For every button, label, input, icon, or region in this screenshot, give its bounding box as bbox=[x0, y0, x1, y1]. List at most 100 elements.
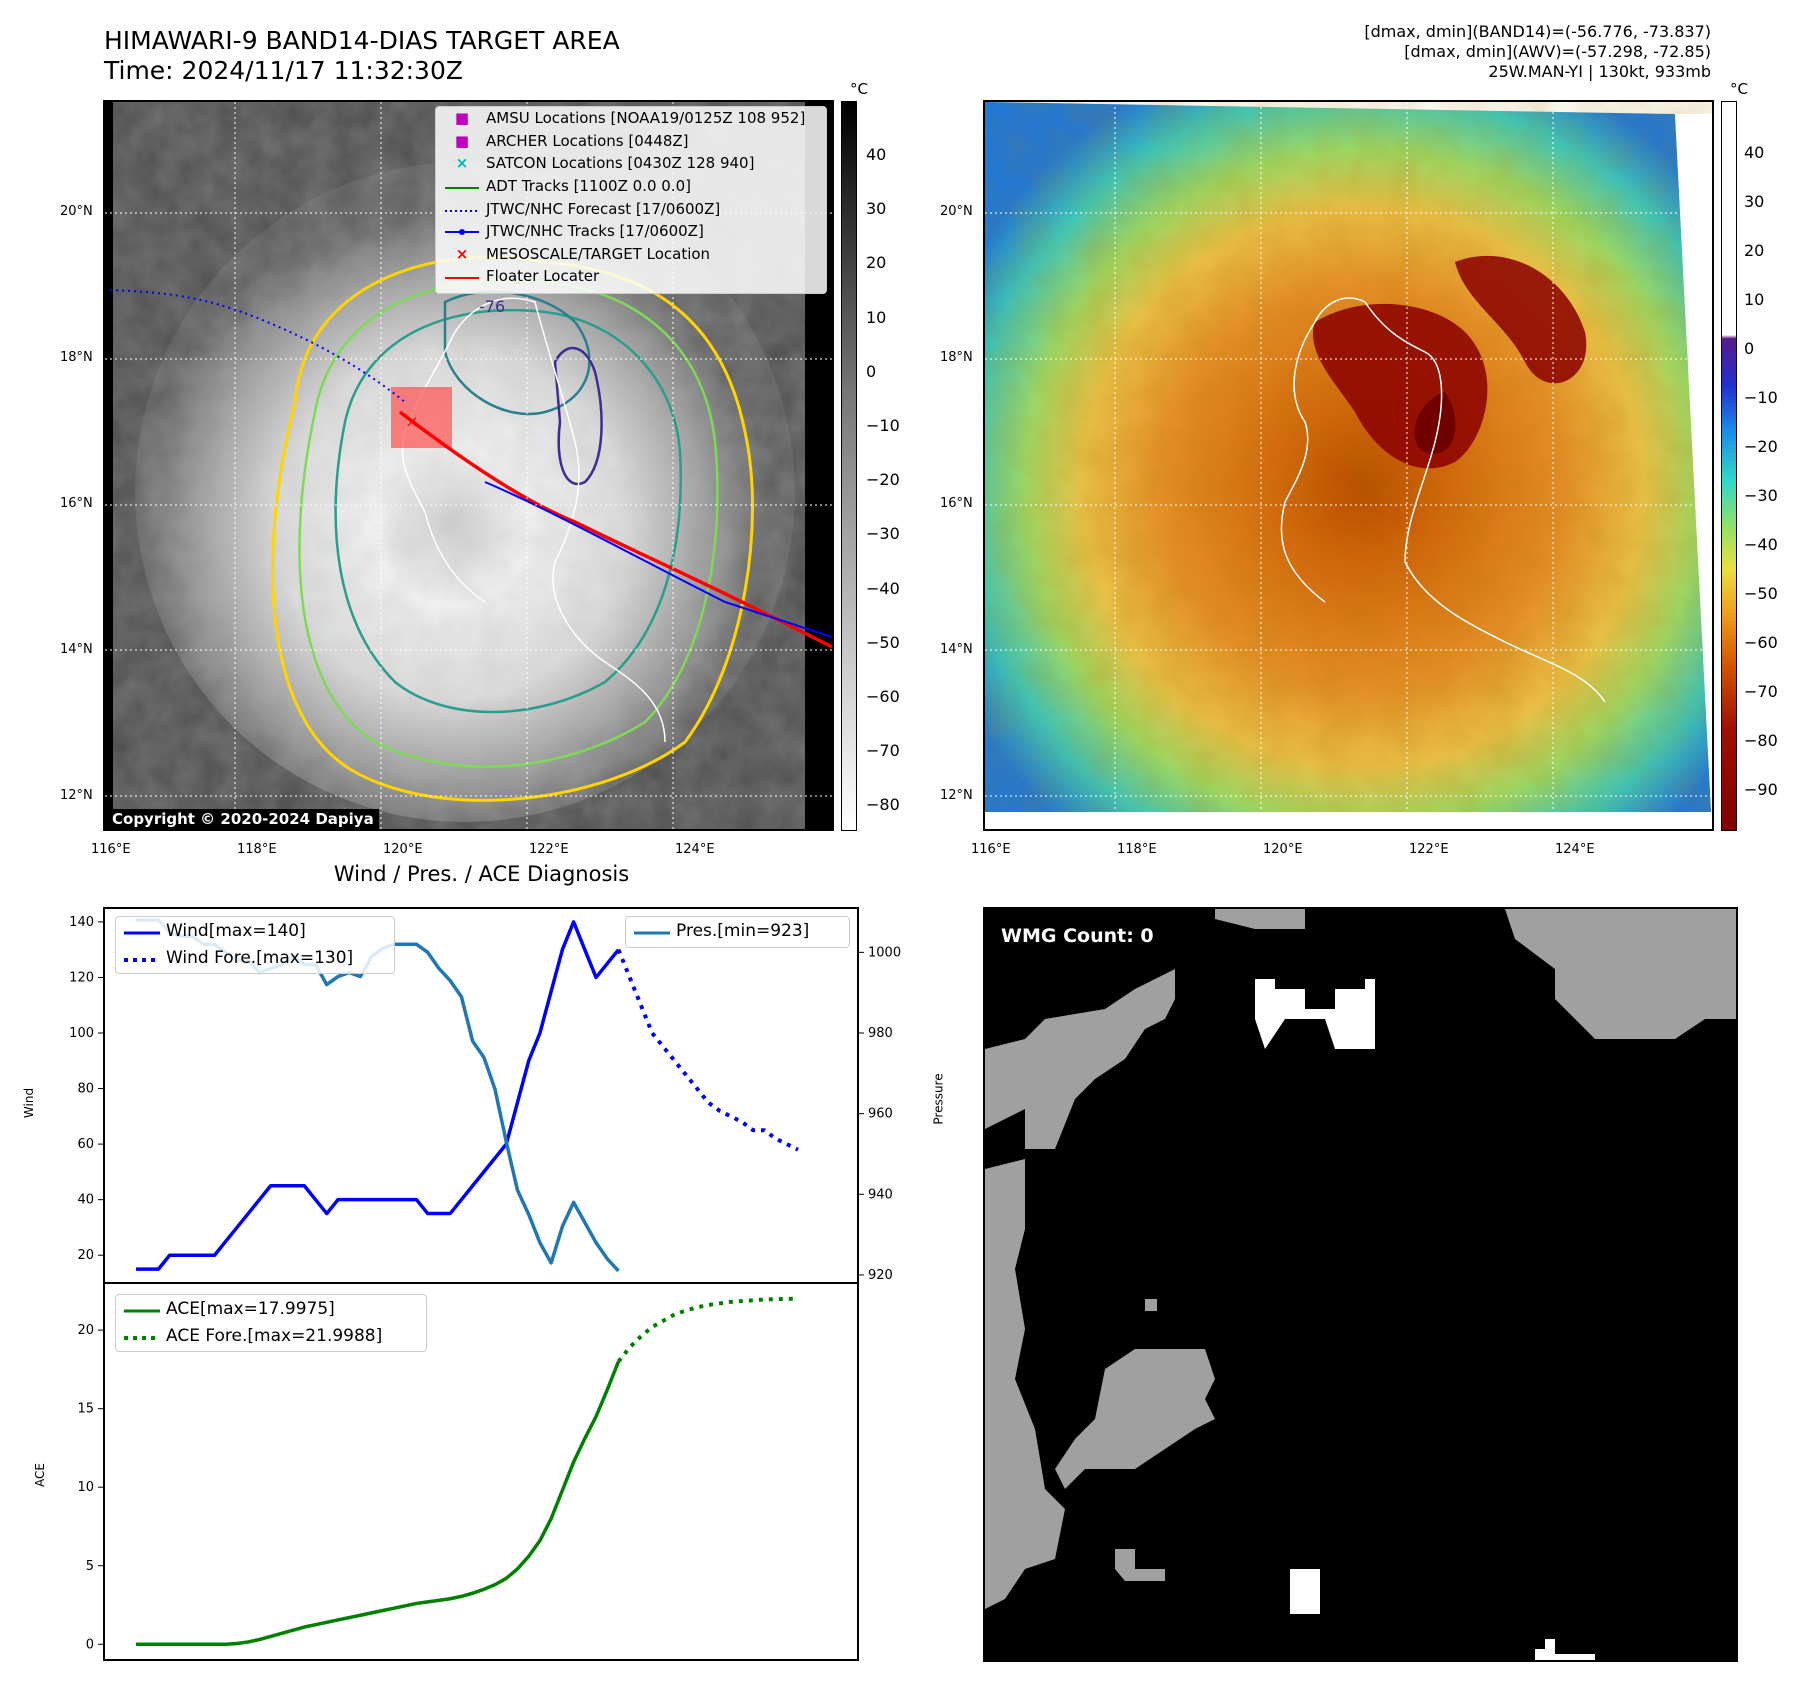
gray-colorbar bbox=[841, 101, 857, 831]
gray-ticks-tick: 40 bbox=[866, 145, 887, 164]
gray-ticks-tick: −10 bbox=[866, 416, 900, 435]
color-ticks-tick: −80 bbox=[1744, 731, 1778, 750]
legend-amsu: ■ AMSU Locations [NOAA19/0125Z 108 952] bbox=[436, 107, 826, 130]
wind-legend: Wind[max=140] Wind Fore.[max=130] bbox=[115, 916, 395, 974]
lat-label-18n-right: 18°N bbox=[940, 350, 973, 365]
pressure-axis-ticklabel: 920 bbox=[868, 1268, 893, 1283]
diagnosis-title: Wind / Pres. / ACE Diagnosis bbox=[333, 862, 630, 886]
gray-ticks-tick: −60 bbox=[866, 687, 900, 706]
gray-ticks-tick: −50 bbox=[866, 632, 900, 652]
legend-satcon-label: SATCON Locations [0430Z 128 940] bbox=[486, 154, 755, 173]
ace-axis-ticklabel: 15 bbox=[77, 1402, 94, 1417]
ace-legend: ACE[max=17.9975] ACE Fore.[max=21.9988] bbox=[115, 1294, 427, 1352]
ace-axis-ticklabel: 20 bbox=[77, 1323, 94, 1338]
legend-amsu-symbol: ■ bbox=[454, 109, 470, 128]
legend-pressure: Pres.[min=923] bbox=[626, 917, 849, 945]
color-map-image bbox=[985, 102, 1712, 829]
color-colorbar bbox=[1721, 101, 1737, 831]
legend-adt-symbol bbox=[444, 177, 480, 195]
wmg-mask-image bbox=[985, 909, 1736, 1660]
pressure-axis-ticklabel: 980 bbox=[868, 1026, 893, 1041]
ace-axis-ticklabel: 0 bbox=[86, 1637, 94, 1652]
legend-floater: Floater Locater bbox=[436, 265, 826, 288]
lat-label-16n-right: 16°N bbox=[940, 496, 973, 511]
legend-wind-symbol bbox=[124, 921, 160, 941]
pressure-axis-label: Pressure bbox=[931, 1073, 946, 1125]
pressure-axis-ticklabel: 940 bbox=[868, 1187, 893, 1202]
lat-label-20n-right: 20°N bbox=[940, 204, 973, 219]
ace-axis-label: ACE bbox=[32, 1463, 47, 1487]
map-legend: ■ AMSU Locations [NOAA19/0125Z 108 952] ■… bbox=[435, 106, 827, 294]
legend-adt: ADT Tracks [1100Z 0.0 0.0] bbox=[436, 175, 826, 198]
legend-ace: ACE[max=17.9975] bbox=[116, 1295, 426, 1322]
color-ticks-tick: −40 bbox=[1744, 535, 1778, 554]
gray-ticks-tick: −70 bbox=[866, 741, 900, 761]
legend-wind-fore-label: Wind Fore.[max=130] bbox=[166, 947, 354, 968]
legend-tracks-symbol bbox=[444, 222, 480, 240]
pressure-axis-ticklabel: 960 bbox=[868, 1107, 893, 1122]
gray-colorbar-unit: °C bbox=[850, 80, 868, 98]
color-ticks-tick: −60 bbox=[1744, 633, 1778, 652]
color-ticks-tick: −70 bbox=[1744, 682, 1778, 701]
legend-forecast-symbol bbox=[444, 200, 480, 218]
lon-label-122e: 122°E bbox=[529, 842, 569, 857]
gray-ticks-tick: −80 bbox=[866, 795, 900, 815]
lon-label-124e: 124°E bbox=[675, 842, 715, 857]
legend-satcon: × SATCON Locations [0430Z 128 940] bbox=[436, 152, 826, 175]
legend-ace-fore-symbol bbox=[124, 1326, 160, 1346]
legend-tracks-label: JTWC/NHC Tracks [17/0600Z] bbox=[486, 222, 704, 241]
color-ticks-tick: −20 bbox=[1744, 437, 1778, 456]
wind-axis-ticklabel: 20 bbox=[77, 1248, 94, 1263]
legend-tracks: JTWC/NHC Tracks [17/0600Z] bbox=[436, 220, 826, 243]
legend-ace-fore-label: ACE Fore.[max=21.9988] bbox=[166, 1325, 383, 1346]
lon-label-118e-right: 118°E bbox=[1117, 842, 1157, 857]
lat-label-16n: 16°N bbox=[60, 496, 93, 511]
wind-axis-ticklabel: 100 bbox=[69, 1026, 94, 1041]
legend-satcon-symbol: × bbox=[455, 154, 469, 173]
lat-label-12n: 12°N bbox=[60, 788, 93, 803]
ir-map-panel: × -76 ■ AMSU Locations [NOAA19/0125Z 108 … bbox=[103, 100, 834, 831]
contour-label: -76 bbox=[479, 297, 505, 316]
color-ticks-tick: 30 bbox=[1744, 192, 1765, 211]
color-ticks-tick: −90 bbox=[1744, 780, 1778, 799]
wind-series-line bbox=[136, 920, 620, 1271]
legend-floater-symbol bbox=[444, 267, 480, 285]
legend-mesoscale-label: MESOSCALE/TARGET Location bbox=[486, 244, 711, 263]
ace-plot: 0 5 10 15 20 bbox=[77, 1282, 859, 1661]
legend-wind-fore-symbol bbox=[124, 948, 160, 968]
gray-ticks-tick: 10 bbox=[866, 307, 887, 327]
gray-ticks-tick: −40 bbox=[866, 578, 900, 598]
legend-archer-label: ARCHER Locations [0448Z] bbox=[486, 131, 689, 150]
lon-label-122e-right: 122°E bbox=[1409, 842, 1449, 857]
ace-series-line bbox=[136, 1360, 621, 1647]
wind-axis-label: Wind bbox=[22, 1087, 37, 1119]
lat-label-14n-right: 14°N bbox=[940, 642, 973, 657]
legend-ace-label: ACE[max=17.9975] bbox=[166, 1298, 335, 1319]
legend-pressure-label: Pres.[min=923] bbox=[676, 921, 810, 941]
lat-label-12n-right: 12°N bbox=[940, 788, 973, 803]
gray-ticks-tick: 0 bbox=[866, 361, 877, 381]
ace-forecast-line bbox=[616, 1296, 799, 1363]
legend-archer-symbol: ■ bbox=[454, 131, 470, 150]
color-ticks-tick: 10 bbox=[1744, 290, 1765, 309]
lat-label-14n: 14°N bbox=[60, 642, 93, 657]
chart-title: HIMAWARI-9 BAND14-DIAS TARGET AREA bbox=[104, 26, 620, 55]
wmg-count-label: WMG Count: 0 bbox=[1001, 925, 1154, 947]
copyright-label: Copyright © 2020-2024 Dapiya bbox=[107, 809, 379, 829]
color-ticks-tick: −30 bbox=[1744, 486, 1778, 505]
lat-label-18n: 18°N bbox=[60, 350, 93, 365]
legend-floater-label: Floater Locater bbox=[486, 267, 600, 286]
legend-ace-symbol bbox=[124, 1299, 160, 1319]
info-band14: [dmax, dmin](BAND14)=(-56.776, -73.837) bbox=[1364, 22, 1711, 41]
legend-forecast-label: JTWC/NHC Forecast [17/0600Z] bbox=[486, 199, 721, 218]
legend-forecast: JTWC/NHC Forecast [17/0600Z] bbox=[436, 197, 826, 220]
color-ticks-tick: 40 bbox=[1744, 143, 1765, 162]
legend-mesoscale: × MESOSCALE/TARGET Location bbox=[436, 243, 826, 266]
lon-label-116e: 116°E bbox=[91, 842, 131, 857]
legend-ace-fore: ACE Fore.[max=21.9988] bbox=[116, 1322, 426, 1349]
info-awv: [dmax, dmin](AWV)=(-57.298, -72.85) bbox=[1404, 42, 1711, 61]
legend-archer: ■ ARCHER Locations [0448Z] bbox=[436, 130, 826, 153]
legend-adt-label: ADT Tracks [1100Z 0.0 0.0] bbox=[486, 177, 691, 196]
diagnosis-chart: 20 40 60 80 100 120 140 920 940 960 980 1000 0 5 10 15… bbox=[69, 907, 901, 1661]
color-ticks-tick: −50 bbox=[1744, 584, 1778, 603]
